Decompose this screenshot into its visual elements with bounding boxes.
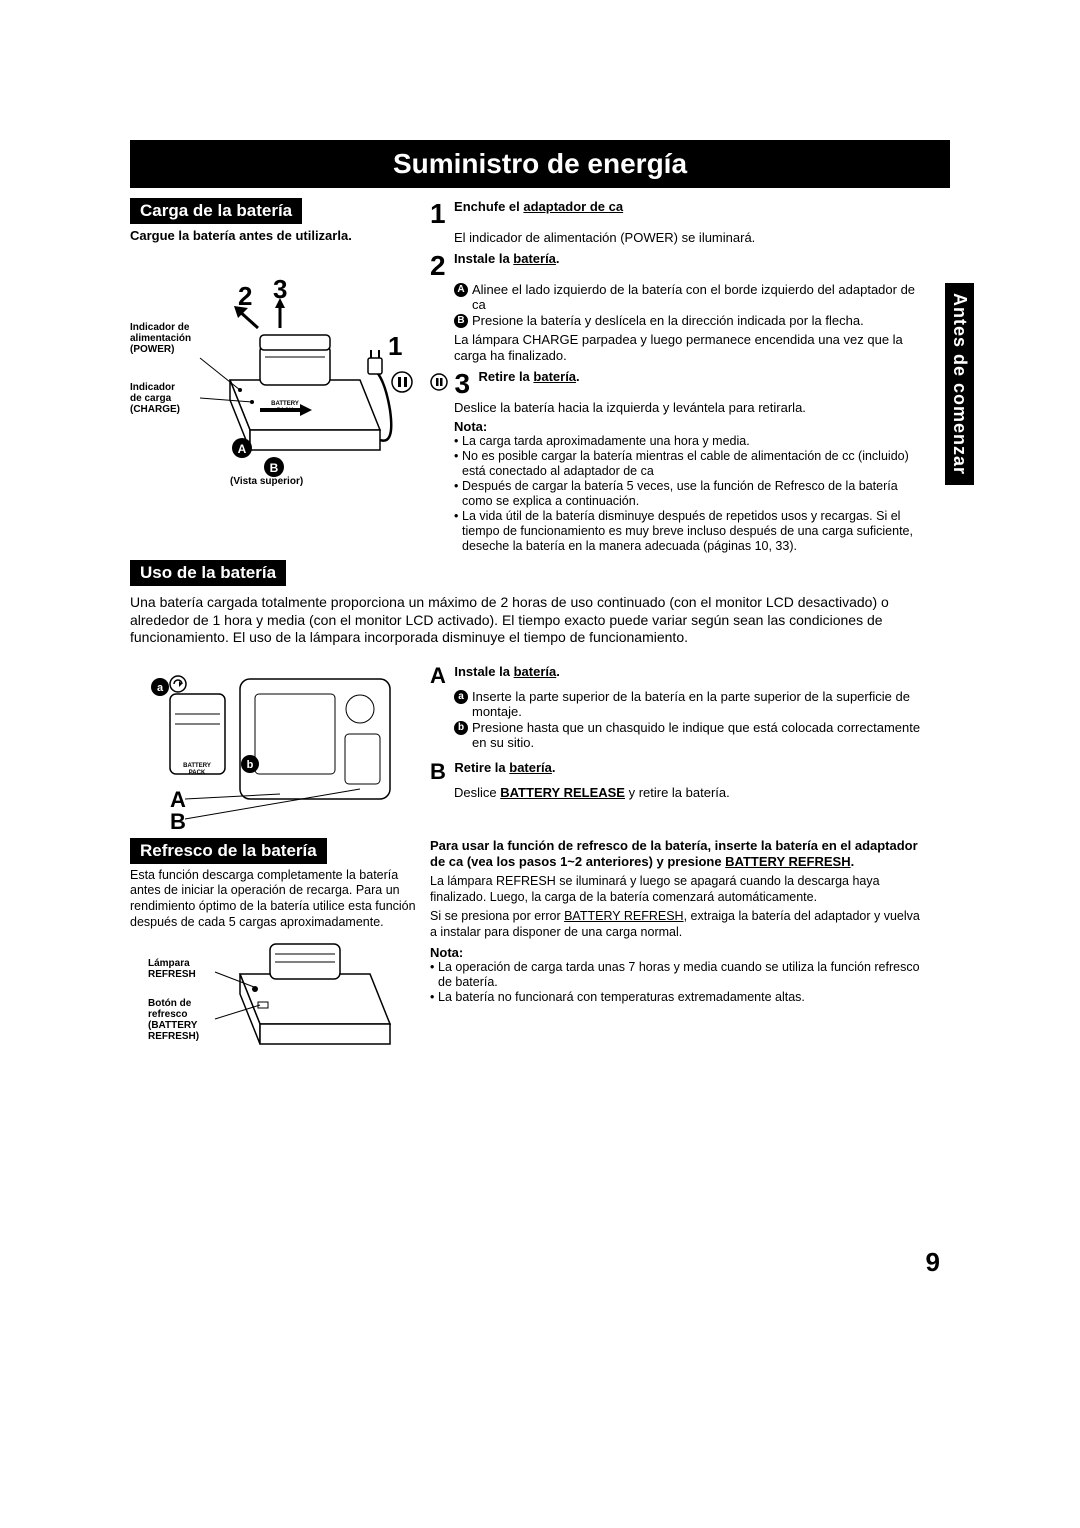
s1-note-3: Después de cargar la batería 5 veces, us…	[454, 479, 926, 509]
step2-num: 2	[430, 250, 446, 282]
page-title: Suministro de energía	[130, 140, 950, 188]
label-power1: Indicador de	[130, 322, 189, 333]
s1-note-1: La carga tarda aproximadamente una hora …	[454, 434, 926, 449]
useA-sub-a-text: Inserte la parte superior de la batería …	[472, 689, 926, 720]
step3-title-pre: Retire la	[478, 369, 533, 384]
refresh-right-title-post: .	[851, 854, 855, 869]
section-header-use: Uso de la batería	[130, 560, 286, 586]
section-header-charge: Carga de la batería	[130, 198, 302, 224]
use-intro: Una batería cargada totalmente proporcio…	[130, 594, 950, 647]
step1-title-u: adaptador de ca	[523, 199, 623, 214]
useA-letter: A	[430, 663, 446, 689]
useB-body-post: y retire la batería.	[625, 785, 730, 800]
label-charge3: (CHARGE)	[130, 404, 180, 415]
refresh-diagram: Lámpara REFRESH Botón de refresco (BATTE…	[130, 934, 420, 1074]
refresh-btn1: Botón de	[148, 998, 191, 1009]
useB-title-post: .	[552, 760, 556, 775]
refresh-intro: Esta función descarga completamente la b…	[130, 868, 420, 931]
step2-subB-letter: B	[454, 314, 468, 328]
refresh-body2-pre: Si se presiona por error	[430, 909, 564, 923]
useA-sub-b-letter: b	[454, 721, 468, 735]
step3-num: 3	[454, 368, 470, 400]
s1-note-2: No es posible cargar la batería mientras…	[454, 449, 926, 479]
refresh-right-title-u: BATTERY REFRESH	[725, 854, 850, 869]
useA-title-pre: Instale la	[454, 664, 513, 679]
step2-title-pre: Instale la	[454, 251, 513, 266]
label-charge2: de carga	[130, 393, 171, 404]
s1-note-4: La vida útil de la batería disminuye des…	[454, 509, 926, 554]
use-diagram: BATTERY PACK a b A	[130, 659, 420, 834]
label-power3: (POWER)	[130, 344, 174, 355]
step2-subA-text: Alinee el lado izquierdo de la batería c…	[472, 282, 926, 313]
refresh-btn3: (BATTERY	[148, 1020, 197, 1031]
step2-title-u: batería	[513, 251, 556, 266]
step3-title-post: .	[576, 369, 580, 384]
svg-text:B: B	[270, 461, 279, 475]
svg-text:A: A	[238, 442, 247, 456]
svg-text:PACK: PACK	[189, 770, 206, 776]
step1-num: 1	[430, 198, 446, 230]
useA-sub-a-letter: a	[454, 690, 468, 704]
page-number: 9	[926, 1247, 940, 1278]
useB-letter: B	[430, 759, 446, 785]
useB-body-pre: Deslice	[454, 785, 500, 800]
useB-title-pre: Retire la	[454, 760, 509, 775]
s3-note-label: Nota:	[430, 945, 926, 960]
useB-body-bold: BATTERY RELEASE	[500, 785, 625, 800]
charge-subtitle: Cargue la batería antes de utilizarla.	[130, 228, 420, 244]
step1-body: El indicador de alimentación (POWER) se …	[454, 230, 926, 246]
svg-text:BATTERY: BATTERY	[271, 401, 299, 407]
s3-note-1: La operación de carga tarda unas 7 horas…	[430, 960, 926, 990]
svg-text:b: b	[247, 759, 254, 771]
svg-text:a: a	[157, 682, 164, 694]
refresh-lamp2: REFRESH	[148, 969, 196, 980]
useA-sub-b-text: Presione hasta que un chasquido le indiq…	[472, 720, 926, 751]
label-top-view: (Vista superior)	[230, 476, 303, 487]
side-tab: Antes de comenzar	[945, 283, 974, 485]
svg-text:1: 1	[388, 331, 402, 361]
useA-title-u: batería	[514, 664, 557, 679]
step2-after: La lámpara CHARGE parpadea y luego perma…	[454, 332, 926, 363]
svg-text:BATTERY: BATTERY	[183, 763, 211, 769]
step3-title-u: batería	[533, 369, 576, 384]
step3-body: Deslice la batería hacia la izquierda y …	[454, 400, 926, 416]
section-header-refresh: Refresco de la batería	[130, 838, 327, 864]
refresh-btn4: REFRESH)	[148, 1031, 199, 1042]
s3-note-2: La batería no funcionará con temperatura…	[430, 990, 926, 1005]
step2-subA-letter: A	[454, 283, 468, 297]
useA-title-post: .	[556, 664, 560, 679]
refresh-lamp1: Lámpara	[148, 958, 190, 969]
use-letterB: B	[170, 809, 186, 834]
refresh-btn2: refresco	[148, 1009, 187, 1020]
refresh-body2-u: BATTERY REFRESH	[564, 909, 683, 923]
refresh-body1: La lámpara REFRESH se iluminará y luego …	[430, 874, 926, 905]
s1-note-label: Nota:	[454, 419, 926, 434]
step1-title-pre: Enchufe el	[454, 199, 523, 214]
useB-title-u: batería	[509, 760, 552, 775]
svg-text:PACK: PACK	[277, 408, 294, 414]
label-charge1: Indicador	[130, 382, 175, 393]
label-power2: alimentación	[130, 333, 191, 344]
svg-text:2: 2	[238, 281, 252, 311]
charge-diagram: 2 3 1	[130, 250, 420, 490]
step2-title-post: .	[556, 251, 560, 266]
step2-subB-text: Presione la batería y deslícela en la di…	[472, 313, 864, 329]
